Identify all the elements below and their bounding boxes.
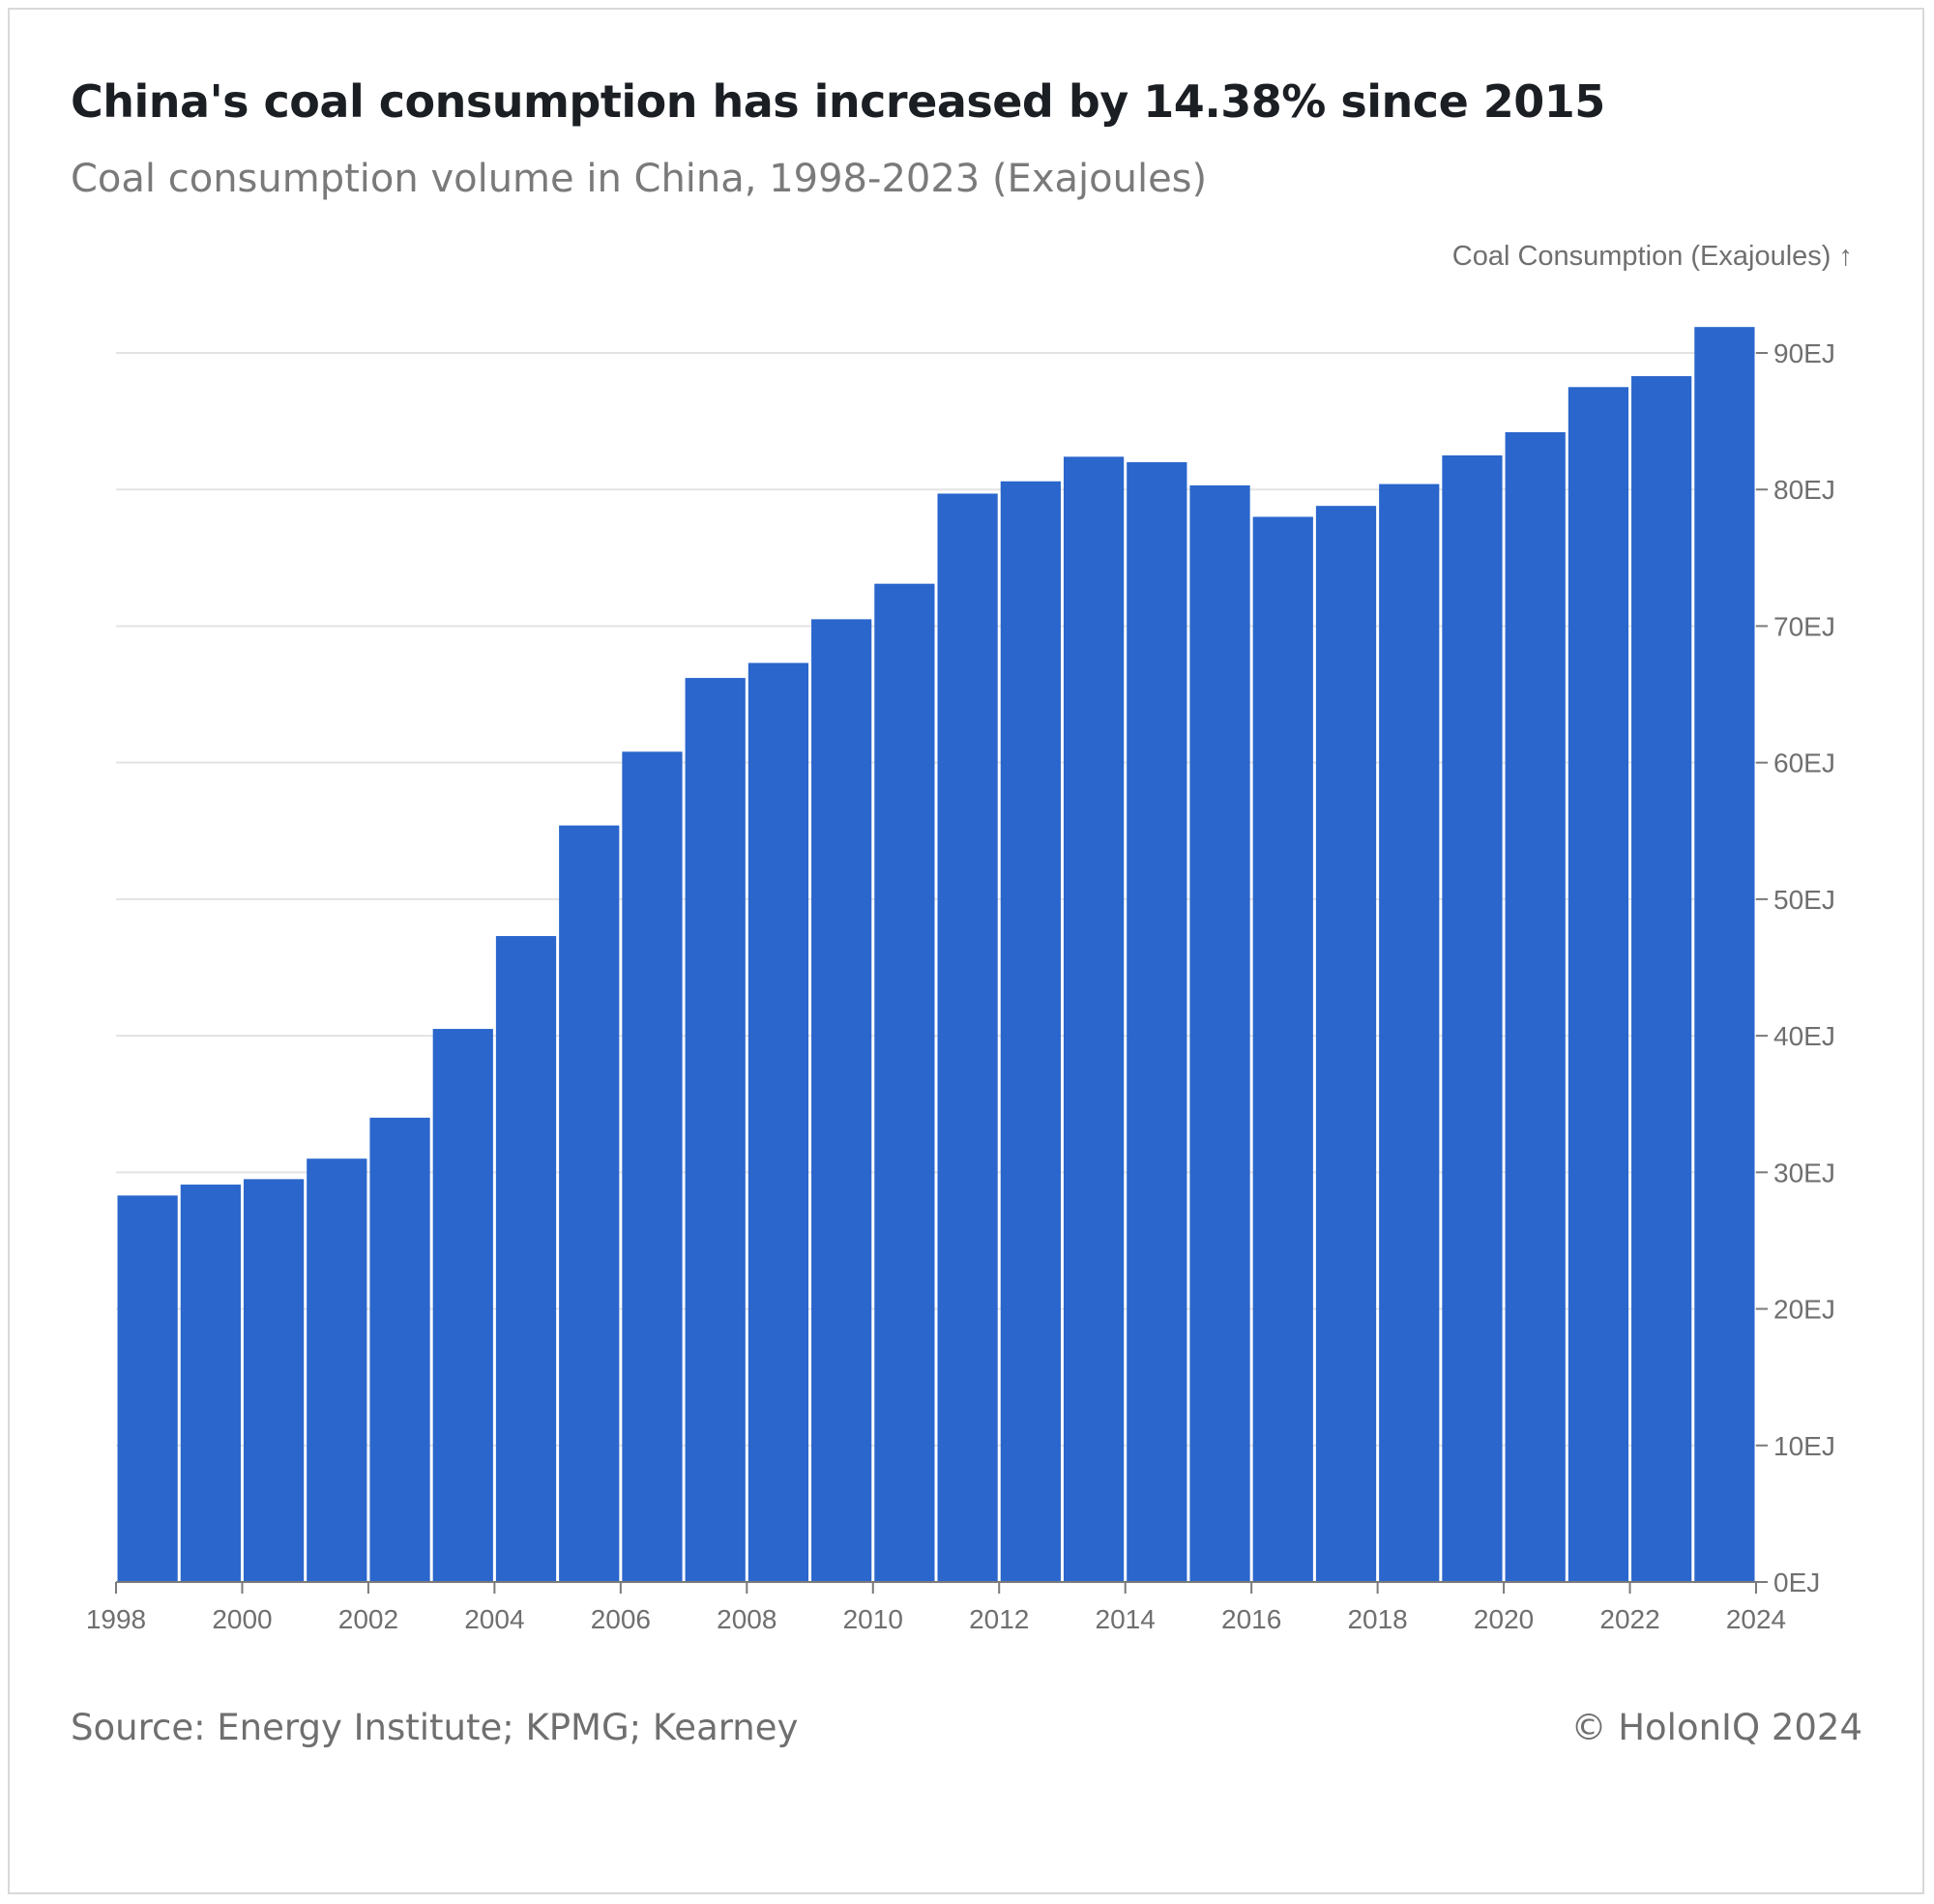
x-tick-label: 2014 [1096,1604,1156,1634]
bar-2015[interactable] [1189,484,1250,1582]
x-tick-label: 1998 [86,1604,146,1634]
bar-2008[interactable] [747,662,809,1582]
bar-2003[interactable] [432,1029,493,1582]
x-tick-label: 2016 [1221,1604,1281,1634]
bar-1998[interactable] [117,1195,178,1582]
x-tick-label: 2002 [338,1604,398,1634]
copyright-note: © HolonIQ 2024 [1570,1707,1862,1748]
bar-2023[interactable] [1694,327,1755,1583]
bar-2014[interactable] [1127,461,1187,1582]
y-tick-label: 90EJ [1773,338,1835,368]
axes: 0EJ 10EJ 20EJ 30EJ 40EJ 50EJ 60EJ 70EJ 80EJ 90EJ 1… [86,338,1835,1634]
bar-2016[interactable] [1252,516,1313,1582]
x-tick-label: 2006 [591,1604,651,1634]
y-tick-label: 40EJ [1773,1021,1835,1051]
bar-2021[interactable] [1568,387,1629,1582]
y-tick-label: 70EJ [1773,611,1835,641]
bar-2022[interactable] [1631,376,1692,1582]
y-tick-label: 0EJ [1773,1567,1820,1597]
source-note: Source: Energy Institute; KPMG; Kearney [71,1707,799,1748]
bar-2005[interactable] [559,825,620,1582]
x-tick-label: 2022 [1599,1604,1659,1634]
bar-2019[interactable] [1442,454,1503,1583]
x-tick-label: 2024 [1726,1604,1786,1634]
x-tick-label: 2000 [212,1604,272,1634]
bar-2000[interactable] [243,1179,305,1582]
bar-2007[interactable] [685,678,746,1582]
y-tick-label: 60EJ [1773,748,1835,778]
y-tick-label: 50EJ [1773,885,1835,915]
bar-2012[interactable] [1000,481,1061,1582]
bar-2004[interactable] [495,936,557,1582]
bar-2011[interactable] [937,493,998,1583]
x-tick-label: 2020 [1474,1604,1534,1634]
bar-2001[interactable] [307,1158,367,1582]
y-tick-label: 80EJ [1773,475,1835,505]
bars [117,327,1755,1583]
bar-2009[interactable] [811,619,872,1582]
x-tick-label: 2012 [969,1604,1029,1634]
y-axis-title: Coal Consumption (Exajoules) ↑ [1452,241,1853,272]
bar-2010[interactable] [874,583,935,1582]
chart-subtitle: Coal consumption volume in China, 1998-2… [71,157,1208,201]
x-tick-label: 2008 [717,1604,777,1634]
y-tick-label: 30EJ [1773,1157,1835,1187]
bar-2002[interactable] [369,1117,430,1582]
bar-2013[interactable] [1063,456,1125,1583]
y-tick-label: 10EJ [1773,1431,1835,1461]
x-tick-label: 2018 [1347,1604,1407,1634]
chart-title: China's coal consumption has increased b… [71,75,1605,128]
bar-2020[interactable] [1505,431,1566,1582]
bar-2006[interactable] [622,751,683,1582]
bar-2017[interactable] [1315,506,1377,1582]
bar-1999[interactable] [180,1185,241,1582]
bar-2018[interactable] [1379,483,1440,1582]
x-tick-label: 2010 [843,1604,903,1634]
y-tick-label: 20EJ [1773,1295,1835,1325]
x-tick-label: 2004 [464,1604,524,1634]
